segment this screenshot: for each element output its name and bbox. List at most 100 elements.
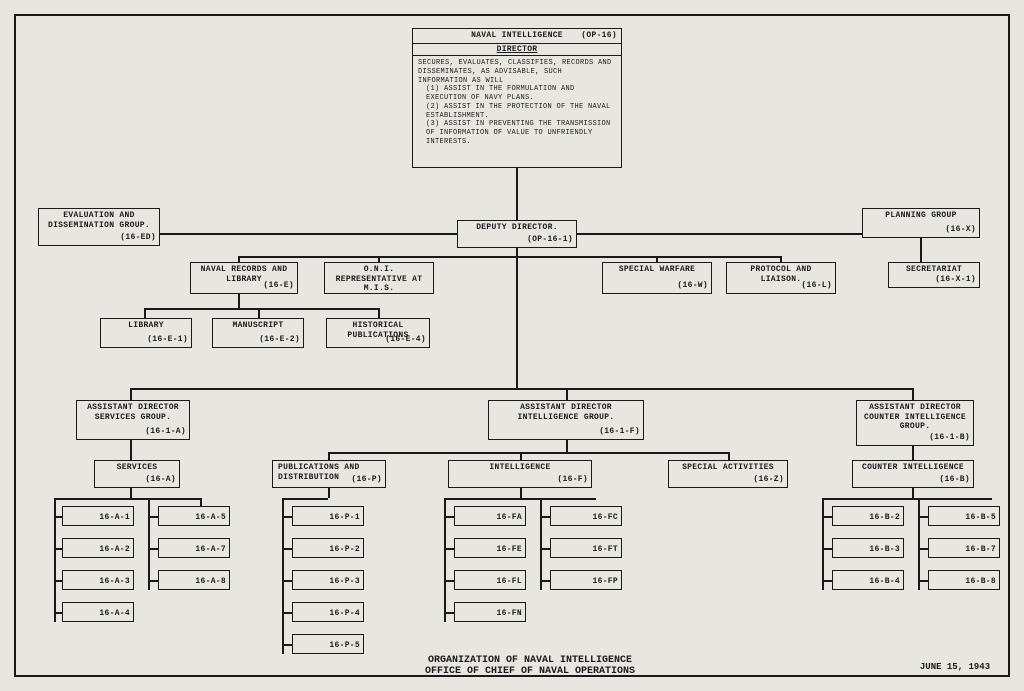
director-title: NAVAL INTELLIGENCE <box>471 31 563 40</box>
node-ad-services: ASSISTANT DIRECTOR SERVICES GROUP. (16-1… <box>76 400 190 440</box>
line <box>282 580 292 582</box>
leaf-a7: 16-A-7 <box>158 538 230 558</box>
line <box>130 488 132 498</box>
line <box>148 548 158 550</box>
deputy-label: DEPUTY DIRECTOR. <box>461 223 573 233</box>
library-code: (16-E-1) <box>147 335 188 345</box>
leaf-b4: 16-B-4 <box>832 570 904 590</box>
line <box>918 498 920 590</box>
node-director: NAVAL INTELLIGENCE (OP-16) DIRECTOR SECU… <box>412 28 622 168</box>
counter-label: COUNTER INTELLIGENCE <box>856 463 970 473</box>
leaf-a2: 16-A-2 <box>62 538 134 558</box>
line <box>444 612 454 614</box>
line <box>282 644 292 646</box>
manuscript-code: (16-E-2) <box>259 335 300 345</box>
leaf-fe: 16-FE <box>454 538 526 558</box>
director-desc-i1: (1) ASSIST IN THE FORMULATION AND EXECUT… <box>418 85 616 103</box>
line <box>912 488 914 498</box>
planning-label: PLANNING GROUP <box>866 211 976 221</box>
line <box>130 388 912 390</box>
intel-code: (16-F) <box>557 475 588 485</box>
leaf-a8: 16-A-8 <box>158 570 230 590</box>
line <box>728 452 730 460</box>
line <box>540 516 550 518</box>
line <box>822 548 832 550</box>
leaf-b3-code: 16-B-3 <box>869 545 900 555</box>
line <box>918 516 928 518</box>
line <box>566 440 568 452</box>
line <box>444 548 454 550</box>
line <box>282 498 328 500</box>
node-ad-counter: ASSISTANT DIRECTOR COUNTER INTELLIGENCE … <box>856 400 974 446</box>
line <box>378 256 380 262</box>
leaf-b2: 16-B-2 <box>832 506 904 526</box>
eval-label: EVALUATION AND DISSEMINATION GROUP. <box>42 211 156 230</box>
node-deputy: DEPUTY DIRECTOR. (Op-16-1) <box>457 220 577 248</box>
line <box>258 308 260 318</box>
line <box>577 233 862 235</box>
director-desc-l1: SECURES, EVALUATES, CLASSIFIES, RECORDS … <box>418 59 616 85</box>
leaf-fp: 16-FP <box>550 570 622 590</box>
leaf-fn: 16-FN <box>454 602 526 622</box>
spwar-label: SPECIAL WARFARE <box>606 265 708 275</box>
line <box>540 580 550 582</box>
footer-title: ORGANIZATION OF NAVAL INTELLIGENCE OFFIC… <box>400 655 660 677</box>
node-spact: SPECIAL ACTIVITIES (16-Z) <box>668 460 788 488</box>
leaf-p3-code: 16-P-3 <box>329 577 360 587</box>
line <box>918 548 928 550</box>
director-desc-i3: (3) ASSIST IN PREVENTING THE TRANSMISSIO… <box>418 120 616 146</box>
leaf-fp-code: 16-FP <box>592 577 618 587</box>
line <box>54 580 62 582</box>
leaf-fc-code: 16-FC <box>592 513 618 523</box>
leaf-p3: 16-P-3 <box>292 570 364 590</box>
line <box>912 452 914 460</box>
leaf-fe-code: 16-FE <box>496 545 522 555</box>
oni-label: O.N.I. REPRESENTATIVE AT M.I.S. <box>328 265 430 294</box>
node-planning: PLANNING GROUP (16-X) <box>862 208 980 238</box>
line <box>520 452 522 460</box>
director-subtitle: DIRECTOR <box>413 44 621 57</box>
leaf-b5-code: 16-B-5 <box>965 513 996 523</box>
leaf-a4: 16-A-4 <box>62 602 134 622</box>
leaf-a2-code: 16-A-2 <box>99 545 130 555</box>
services-code: (16-A) <box>145 475 176 485</box>
line <box>780 256 782 262</box>
ad-intel-code: (16-1-F) <box>599 427 640 437</box>
line <box>130 440 132 452</box>
node-manuscript: MANUSCRIPT (16-E-2) <box>212 318 304 348</box>
line <box>130 452 132 460</box>
leaf-a1: 16-A-1 <box>62 506 134 526</box>
footer-title-l1: ORGANIZATION OF NAVAL INTELLIGENCE <box>400 655 660 666</box>
node-protocol: PROTOCOL AND LIAISON. (16-L) <box>726 262 836 294</box>
leaf-p1: 16-P-1 <box>292 506 364 526</box>
leaf-a1-code: 16-A-1 <box>99 513 130 523</box>
line <box>540 548 550 550</box>
footer-date: JUNE 15, 1943 <box>910 662 1000 672</box>
leaf-p5: 16-P-5 <box>292 634 364 654</box>
line <box>378 308 380 318</box>
spwar-code: (16-W) <box>677 281 708 291</box>
leaf-fn-code: 16-FN <box>496 609 522 619</box>
node-oni: O.N.I. REPRESENTATIVE AT M.I.S. <box>324 262 434 294</box>
leaf-fa: 16-FA <box>454 506 526 526</box>
line <box>160 233 457 235</box>
secretariat-label: SECRETARIAT <box>892 265 976 275</box>
leaf-b3: 16-B-3 <box>832 538 904 558</box>
line <box>912 388 914 400</box>
pubdist-code: (16-P) <box>351 475 382 485</box>
line <box>444 498 596 500</box>
leaf-b8: 16-B-8 <box>928 570 1000 590</box>
line <box>282 548 292 550</box>
leaf-a8-code: 16-A-8 <box>195 577 226 587</box>
leaf-a5: 16-A-5 <box>158 506 230 526</box>
node-eval: EVALUATION AND DISSEMINATION GROUP. (16-… <box>38 208 160 246</box>
ad-services-code: (16-1-A) <box>145 427 186 437</box>
line <box>54 548 62 550</box>
line <box>144 308 146 318</box>
leaf-b4-code: 16-B-4 <box>869 577 900 587</box>
manuscript-label: MANUSCRIPT <box>216 321 300 331</box>
leaf-fc: 16-FC <box>550 506 622 526</box>
node-intel: INTELLIGENCE (16-F) <box>448 460 592 488</box>
leaf-b7-code: 16-B-7 <box>965 545 996 555</box>
line <box>54 516 62 518</box>
